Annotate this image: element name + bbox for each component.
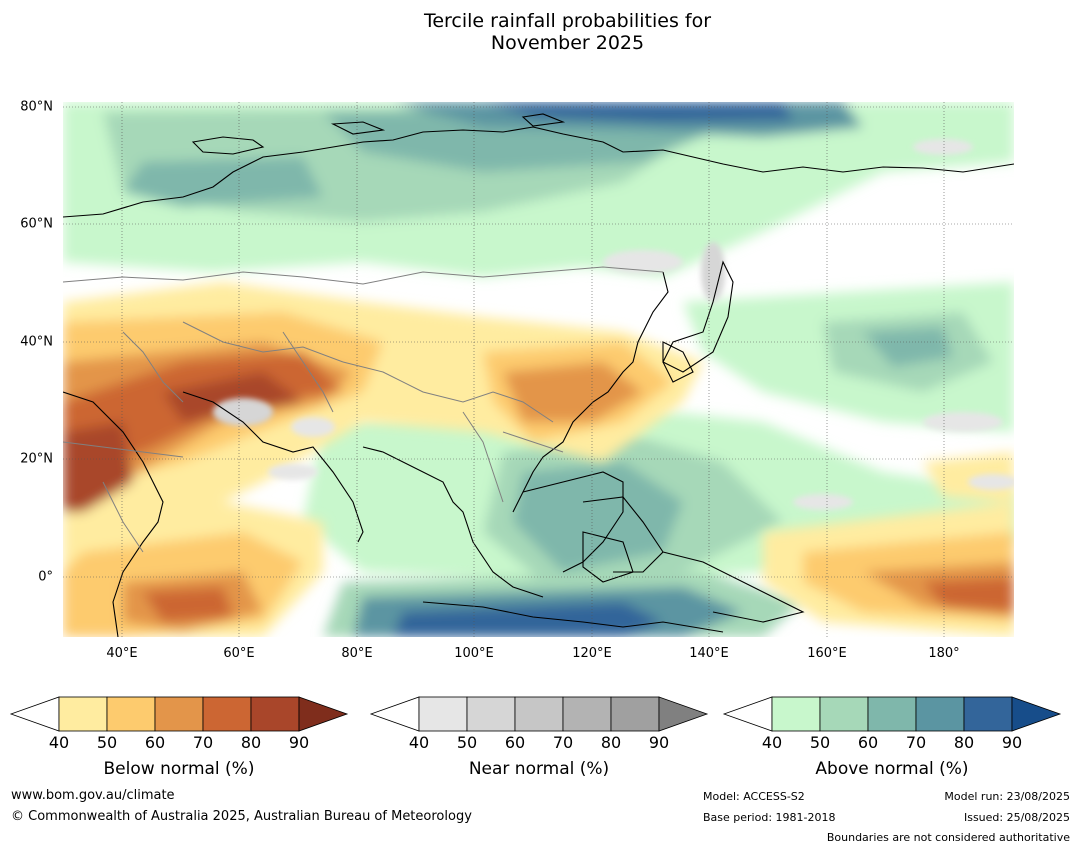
country-boundaries [63, 266, 664, 553]
below-normal-swatch-40-50 [58, 696, 108, 732]
issued-date: Issued: 25/08/2025 [963, 811, 1070, 824]
map-title: Tercile rainfall probabilities for Novem… [0, 10, 1081, 54]
near-normal-swatch-60-70 [514, 696, 564, 732]
below-normal-colorbar [9, 696, 349, 732]
above-normal-swatch-80-90 [963, 696, 1013, 732]
lon-label-40e: 40°E [106, 646, 138, 661]
near-normal-colorbar [369, 696, 709, 732]
above-normal-tick-80: 80 [953, 733, 975, 752]
coastlines [63, 113, 1014, 637]
graticule [63, 102, 1014, 637]
above-normal-tick-60: 60 [857, 733, 879, 752]
lon-label-100e: 100°E [454, 646, 494, 661]
above-normal-tick-90: 90 [1001, 733, 1023, 752]
near-normal-regions [213, 139, 1014, 510]
near-normal-tick-70: 70 [552, 733, 574, 752]
lon-label-160e: 160°E [807, 646, 847, 661]
below-normal-swatch-50-60 [106, 696, 156, 732]
boundaries-disclaimer: Boundaries are not considered authoritat… [826, 831, 1070, 844]
above-normal-upper-extension [1011, 696, 1062, 732]
below-normal-tick-60: 60 [144, 733, 166, 752]
lat-label-60n: 60°N [20, 216, 53, 232]
lat-label-80n: 80°N [20, 99, 53, 115]
above-normal-swatch-50-60 [819, 696, 869, 732]
near-normal-tick-40: 40 [408, 733, 430, 752]
below-normal-tick-40: 40 [48, 733, 70, 752]
model-name: Model: ACCESS-S2 [703, 790, 805, 803]
below-normal-swatch-70-80 [202, 696, 252, 732]
probability-shading [63, 102, 1014, 637]
lon-label-140e: 140°E [689, 646, 729, 661]
below-normal-label: Below normal (%) [103, 759, 255, 779]
above-normal-swatch-60-70 [867, 696, 917, 732]
copyright-notice: © Commonwealth of Australia 2025, Austra… [11, 809, 472, 824]
lon-label-60e: 60°E [223, 646, 255, 661]
map-svg [63, 102, 1014, 637]
near-normal-tick-80: 80 [600, 733, 622, 752]
near-normal-label: Near normal (%) [468, 759, 610, 779]
near-normal-swatch-40-50 [418, 696, 468, 732]
base-period: Base period: 1981-2018 [703, 811, 836, 824]
below-normal-tick-90: 90 [288, 733, 310, 752]
rainfall-probability-map [63, 102, 1014, 637]
above-normal-swatch-40-50 [771, 696, 821, 732]
website-link[interactable]: www.bom.gov.au/climate [11, 788, 175, 803]
lon-label-80e: 80°E [341, 646, 373, 661]
lon-label-120e: 120°E [572, 646, 612, 661]
title-line-1: Tercile rainfall probabilities for [423, 10, 712, 32]
near-normal-lower-extension [369, 696, 420, 732]
near-normal-swatch-80-90 [610, 696, 660, 732]
near-normal-tick-60: 60 [504, 733, 526, 752]
below-normal-tick-50: 50 [96, 733, 118, 752]
below-normal-upper-extension [298, 696, 349, 732]
below-normal-tick-70: 70 [192, 733, 214, 752]
lat-label-20n: 20°N [20, 451, 53, 467]
below-normal-swatch-60-70 [154, 696, 204, 732]
near-normal-upper-extension [658, 696, 709, 732]
below-normal-regions [63, 282, 1014, 637]
title-line-2: November 2025 [490, 32, 645, 54]
above-normal-tick-50: 50 [809, 733, 831, 752]
below-normal-lower-extension [9, 696, 60, 732]
above-normal-lower-extension [722, 696, 773, 732]
near-normal-tick-50: 50 [456, 733, 478, 752]
below-normal-colorbar-svg [9, 696, 349, 732]
lat-label-40n: 40°N [20, 334, 53, 350]
lon-label-180: 180° [928, 646, 960, 661]
above-normal-label: Above normal (%) [815, 759, 969, 779]
above-normal-tick-40: 40 [761, 733, 783, 752]
below-normal-swatch-80-90 [250, 696, 300, 732]
near-normal-tick-90: 90 [648, 733, 670, 752]
lat-label-0: 0° [38, 569, 53, 585]
model-run-date: Model run: 23/08/2025 [944, 790, 1070, 803]
near-normal-colorbar-svg [369, 696, 709, 732]
below-normal-tick-80: 80 [240, 733, 262, 752]
near-normal-swatch-70-80 [562, 696, 612, 732]
above-normal-swatch-70-80 [915, 696, 965, 732]
above-normal-colorbar [722, 696, 1062, 732]
near-normal-swatch-50-60 [466, 696, 516, 732]
above-normal-colorbar-svg [722, 696, 1062, 732]
above-normal-tick-70: 70 [905, 733, 927, 752]
